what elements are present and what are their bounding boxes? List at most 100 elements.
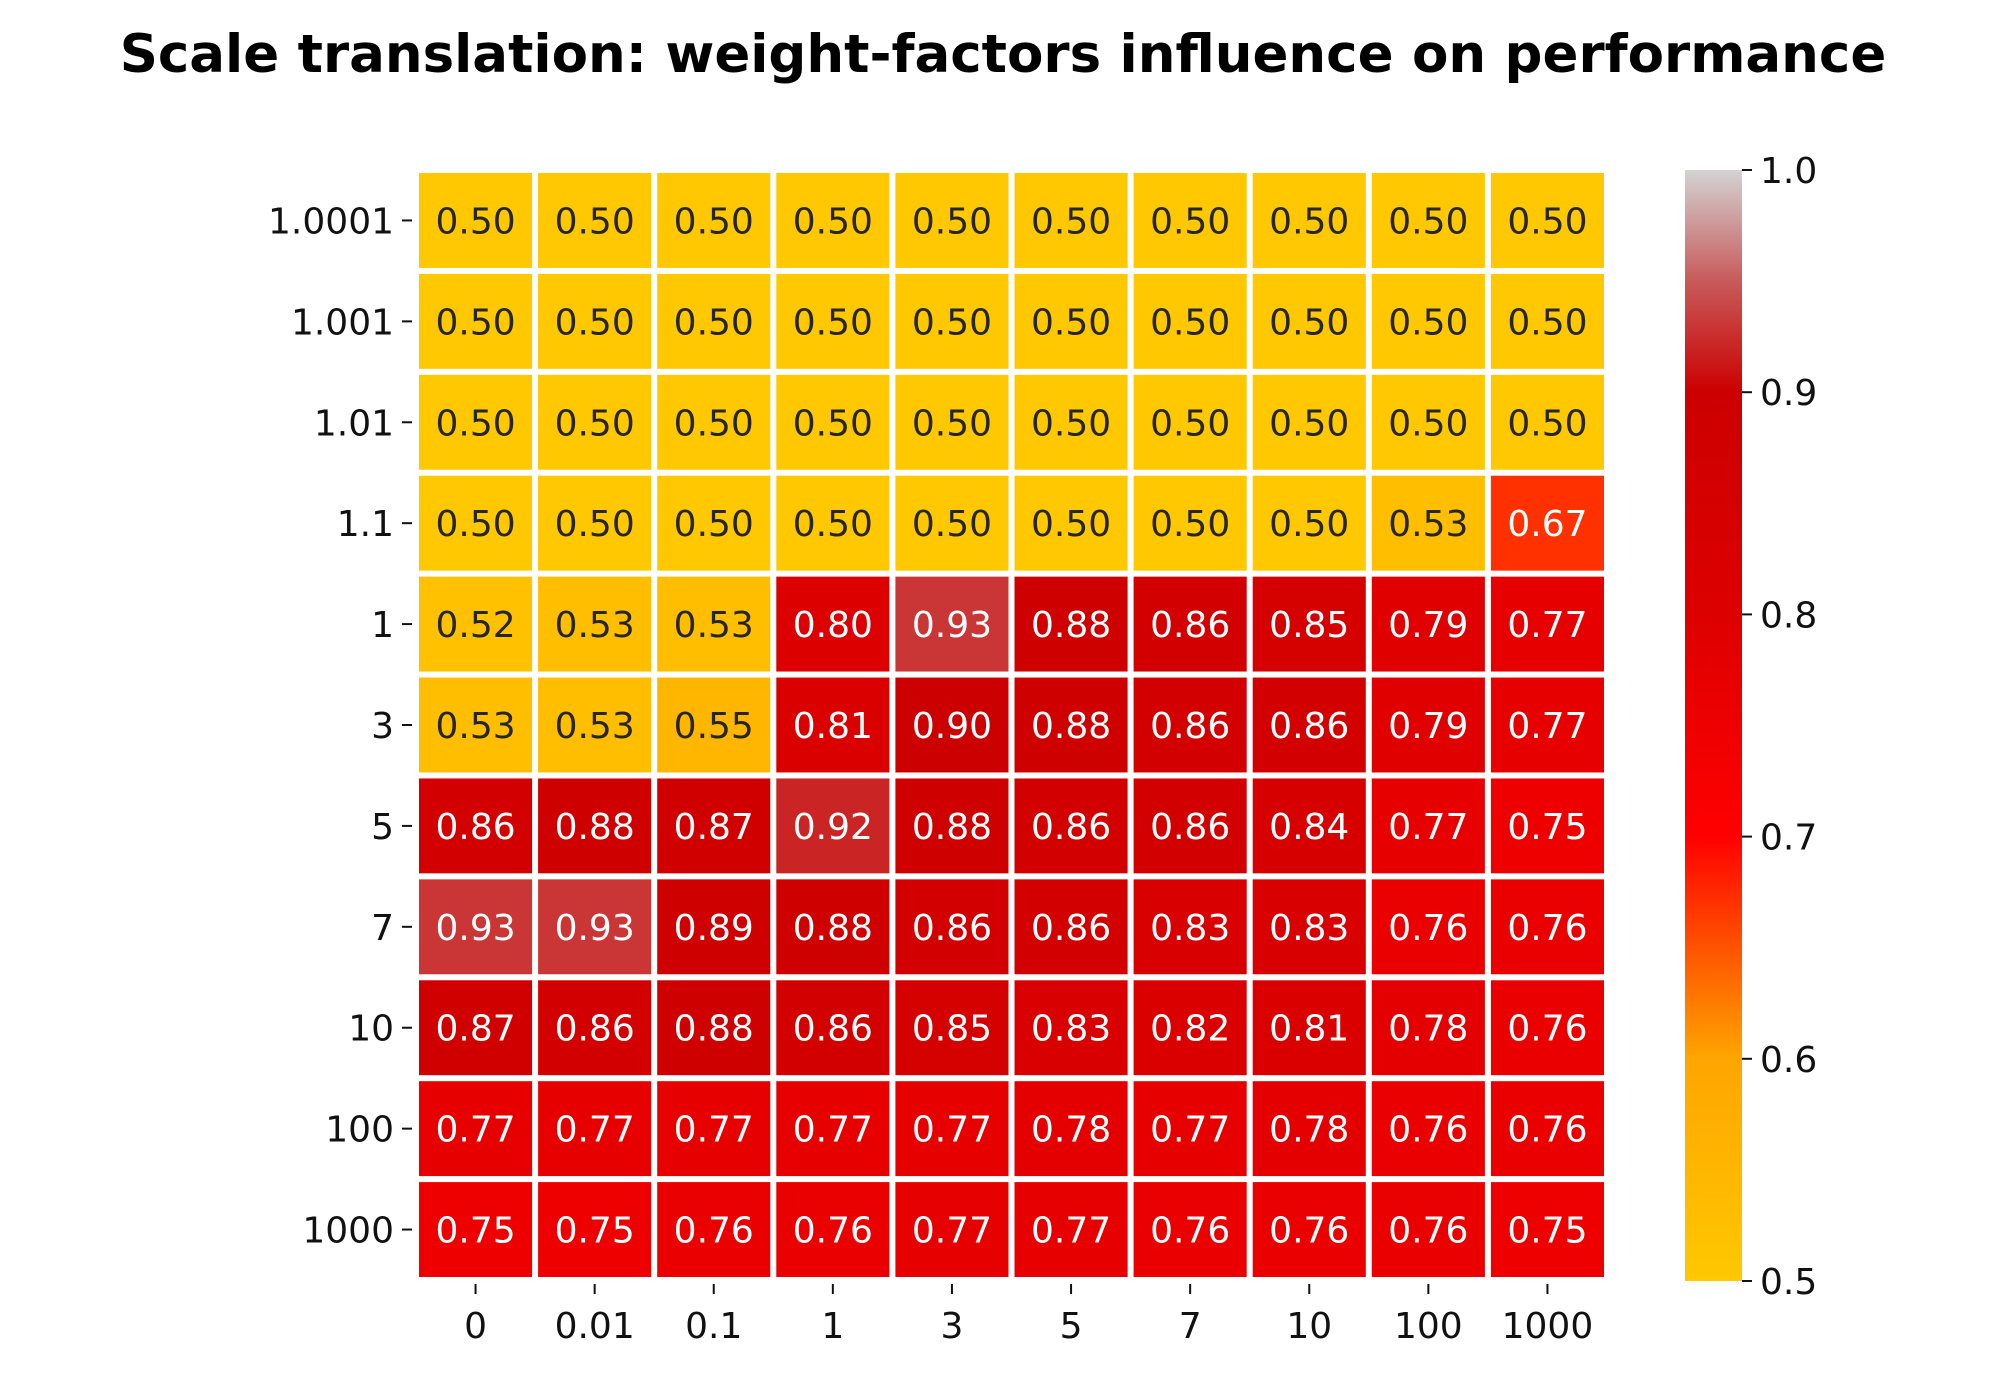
heatmap-cell xyxy=(1014,1182,1128,1277)
cell-value-label: 0.76 xyxy=(1507,1110,1587,1151)
y-tick-label: 1.1 xyxy=(337,504,394,545)
y-tick-label: 10 xyxy=(348,1009,394,1050)
cell-value-label: 0.76 xyxy=(1507,908,1587,949)
cell-value-label: 0.88 xyxy=(1031,706,1111,747)
cell-value-label: 0.50 xyxy=(1388,302,1468,343)
heatmap-cell xyxy=(657,778,771,874)
cell-value-label: 0.86 xyxy=(1150,706,1230,747)
heatmap-cell xyxy=(1014,980,1128,1076)
heatmap-cell xyxy=(419,1081,533,1177)
cell-value-label: 0.50 xyxy=(1150,201,1230,242)
cell-value-label: 0.89 xyxy=(674,908,754,949)
cell-value-label: 0.86 xyxy=(1150,605,1230,646)
cell-value-label: 0.50 xyxy=(1507,302,1587,343)
cell-value-label: 0.82 xyxy=(1150,1009,1230,1050)
heatmap-cell xyxy=(1252,374,1366,470)
heatmap-cell xyxy=(1371,778,1485,874)
heatmap-cell xyxy=(1371,1182,1485,1277)
heatmap-cell xyxy=(1014,374,1128,470)
cell-value-label: 0.79 xyxy=(1388,706,1468,747)
heatmap-cell xyxy=(1133,879,1247,975)
cell-value-label: 0.77 xyxy=(435,1110,515,1151)
heatmap-cell xyxy=(1014,1081,1128,1177)
heatmap-cell xyxy=(1133,374,1247,470)
heatmap-cell xyxy=(1252,1182,1366,1277)
cell-value-label: 0.50 xyxy=(555,201,635,242)
heatmap-cell xyxy=(1252,1081,1366,1177)
cell-value-label: 0.87 xyxy=(674,807,754,848)
heatmap-cell xyxy=(1490,778,1604,874)
cell-value-label: 0.50 xyxy=(555,504,635,545)
cell-value-label: 0.50 xyxy=(1150,403,1230,444)
heatmap-cell xyxy=(895,475,1009,571)
heatmap-cell xyxy=(776,980,890,1076)
cell-value-label: 0.77 xyxy=(1507,605,1587,646)
cell-value-label: 0.50 xyxy=(674,302,754,343)
heatmap-cell xyxy=(538,1182,652,1277)
heatmap-cell xyxy=(1252,677,1366,773)
y-tick-label: 100 xyxy=(325,1110,394,1151)
cell-value-label: 0.50 xyxy=(1031,403,1111,444)
heatmap-cell xyxy=(657,173,771,268)
heatmap-cell xyxy=(1371,879,1485,975)
cell-value-label: 0.50 xyxy=(1031,302,1111,343)
cell-value-label: 0.50 xyxy=(1388,201,1468,242)
cell-value-label: 0.50 xyxy=(674,403,754,444)
y-tick-label: 1.01 xyxy=(314,403,394,444)
cell-value-label: 0.77 xyxy=(555,1110,635,1151)
heatmap-cell xyxy=(419,374,533,470)
y-tick-label: 1.0001 xyxy=(268,201,394,242)
heatmap-cell xyxy=(1133,1081,1247,1177)
heatmap-cell xyxy=(657,677,771,773)
cell-value-label: 0.53 xyxy=(435,706,515,747)
heatmap-cell xyxy=(1252,475,1366,571)
heatmap-cell xyxy=(895,273,1009,369)
heatmap-cell xyxy=(1371,1081,1485,1177)
cell-value-label: 0.78 xyxy=(1269,1110,1349,1151)
heatmap-cell xyxy=(895,879,1009,975)
heatmap-cell xyxy=(895,374,1009,470)
cell-value-label: 0.93 xyxy=(555,908,635,949)
cell-value-label: 0.77 xyxy=(1388,807,1468,848)
heatmap-cell xyxy=(1371,576,1485,672)
heatmap-cell xyxy=(1371,677,1485,773)
colorbar-tick-label: 0.9 xyxy=(1760,373,1817,414)
heatmap-cell xyxy=(1133,778,1247,874)
colorbar-ticks: 0.5 0.6 0.7 0.8 0.9 1.0 xyxy=(1742,151,1817,1303)
cell-value-label: 0.78 xyxy=(1031,1110,1111,1151)
chart-title: Scale translation: weight-factors influe… xyxy=(120,24,1887,85)
cell-value-label: 0.50 xyxy=(435,201,515,242)
cell-value-label: 0.88 xyxy=(912,807,992,848)
y-tick-label: 7 xyxy=(371,908,394,949)
heatmap-cell xyxy=(1252,879,1366,975)
cell-value-label: 0.93 xyxy=(435,908,515,949)
cell-value-label: 0.77 xyxy=(912,1211,992,1252)
x-axis: 0 0.01 0.1 1 3 5 7 10 100 1000 xyxy=(464,1284,1593,1347)
heatmap-cell xyxy=(1133,576,1247,672)
cell-value-label: 0.50 xyxy=(912,302,992,343)
heatmap-cell xyxy=(1371,374,1485,470)
cell-value-label: 0.76 xyxy=(674,1211,754,1252)
cell-value-label: 0.76 xyxy=(1269,1211,1349,1252)
heatmap-cell xyxy=(895,1182,1009,1277)
heatmap-cell xyxy=(1490,173,1604,268)
cell-value-label: 0.55 xyxy=(674,706,754,747)
cell-value-label: 0.53 xyxy=(1388,504,1468,545)
heatmap-cell xyxy=(895,576,1009,672)
cell-value-label: 0.84 xyxy=(1269,807,1349,848)
cell-value-label: 0.85 xyxy=(1269,605,1349,646)
cell-value-label: 0.86 xyxy=(1269,706,1349,747)
cell-value-label: 0.50 xyxy=(1031,201,1111,242)
heatmap-cell xyxy=(1490,879,1604,975)
heatmap-cell xyxy=(1014,778,1128,874)
cell-value-label: 0.67 xyxy=(1507,504,1587,545)
cell-value-label: 0.50 xyxy=(1150,504,1230,545)
cell-value-label: 0.53 xyxy=(555,605,635,646)
y-tick-label: 3 xyxy=(371,706,394,747)
heatmap-cell xyxy=(895,980,1009,1076)
cell-value-label: 0.50 xyxy=(674,201,754,242)
cell-value-label: 0.88 xyxy=(793,908,873,949)
heatmap-cell xyxy=(419,475,533,571)
colorbar-tick-label: 0.6 xyxy=(1760,1040,1817,1081)
